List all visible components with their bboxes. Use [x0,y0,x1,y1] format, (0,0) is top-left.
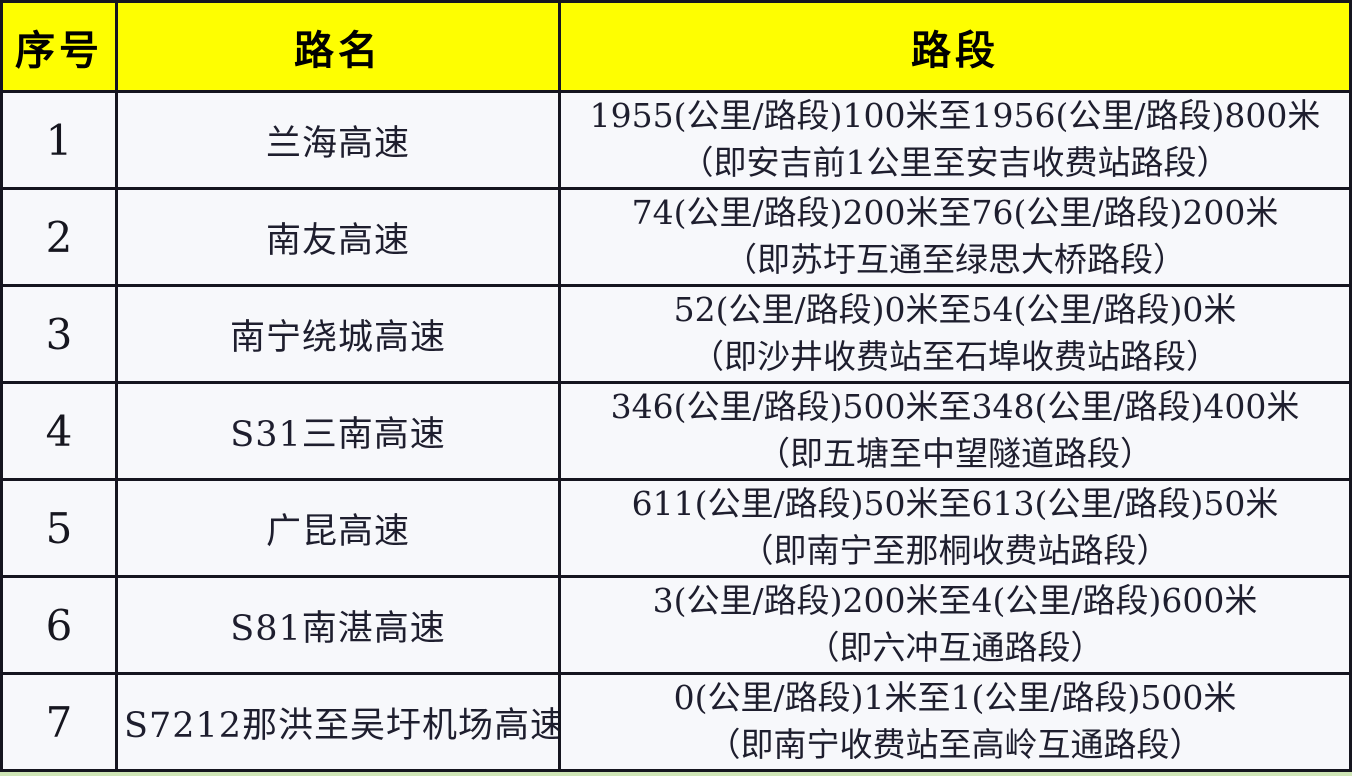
road-section-cell: 3(公里/路段)200米至4(公里/路段)600米 （即六冲互通路段） [558,575,1352,675]
section-range-text: 74(公里/路段)200米至76(公里/路段)200米 [631,193,1279,233]
table-row: 5 广昆高速 611(公里/路段)50米至613(公里/路段)50米 （即南宁至… [0,478,1352,578]
road-section-cell: 611(公里/路段)50米至613(公里/路段)50米 （即南宁至那桐收费站路段… [558,478,1352,578]
road-name-cell: 南友高速 [115,187,561,287]
table-row: 6 S81南湛高速 3(公里/路段)200米至4(公里/路段)600米 （即六冲… [0,575,1352,675]
section-description-text: （即南宁至那桐收费站路段） [740,531,1170,570]
section-description-text: （即苏圩互通至绿思大桥路段） [724,240,1186,279]
table-row: 2 南友高速 74(公里/路段)200米至76(公里/路段)200米 （即苏圩互… [0,187,1352,287]
table-row: 7 S7212那洪至吴圩机场高速 0(公里/路段)1米至1(公里/路段)500米… [0,672,1352,772]
row-number-cell: 7 [0,672,118,772]
row-number-cell: 5 [0,478,118,578]
section-range-text: 52(公里/路段)0米至54(公里/路段)0米 [673,290,1237,330]
header-road-name: 路名 [115,0,561,93]
row-number-cell: 3 [0,284,118,384]
road-name-cell: 兰海高速 [115,90,561,190]
section-description-text: （即六冲互通路段） [806,628,1104,667]
header-number: 序号 [0,0,118,93]
row-number-cell: 4 [0,381,118,481]
row-number-cell: 2 [0,187,118,287]
section-range-text: 1955(公里/路段)100米至1956(公里/路段)800米 [589,96,1321,136]
road-section-cell: 346(公里/路段)500米至348(公里/路段)400米 （即五塘至中望隧道路… [558,381,1352,481]
road-name-cell: S31三南高速 [115,381,561,481]
table-row: 1 兰海高速 1955(公里/路段)100米至1956(公里/路段)800米 （… [0,90,1352,190]
row-number-cell: 6 [0,575,118,675]
section-range-text: 0(公里/路段)1米至1(公里/路段)500米 [673,678,1237,718]
road-name-cell: 广昆高速 [115,478,561,578]
section-description-text: （即安吉前1公里至安吉收费站路段） [680,143,1230,182]
section-description-text: （即沙井收费站至石埠收费站路段） [691,337,1219,376]
road-section-cell: 1955(公里/路段)100米至1956(公里/路段)800米 （即安吉前1公里… [558,90,1352,190]
header-road-section: 路段 [558,0,1352,93]
section-range-text: 3(公里/路段)200米至4(公里/路段)600米 [652,581,1258,621]
table-row: 3 南宁绕城高速 52(公里/路段)0米至54(公里/路段)0米 （即沙井收费站… [0,284,1352,384]
road-name-cell: 南宁绕城高速 [115,284,561,384]
road-name-cell: S81南湛高速 [115,575,561,675]
section-range-text: 611(公里/路段)50米至613(公里/路段)50米 [631,484,1279,524]
road-section-cell: 74(公里/路段)200米至76(公里/路段)200米 （即苏圩互通至绿思大桥路… [558,187,1352,287]
row-number-cell: 1 [0,90,118,190]
road-section-cell: 0(公里/路段)1米至1(公里/路段)500米 （即南宁收费站至高岭互通路段） [558,672,1352,772]
table-row: 4 S31三南高速 346(公里/路段)500米至348(公里/路段)400米 … [0,381,1352,481]
section-range-text: 346(公里/路段)500米至348(公里/路段)400米 [610,387,1300,427]
section-description-text: （即南宁收费站至高岭互通路段） [707,725,1203,764]
road-section-cell: 52(公里/路段)0米至54(公里/路段)0米 （即沙井收费站至石埠收费站路段） [558,284,1352,384]
table-header-row: 序号 路名 路段 [0,0,1352,93]
road-name-cell: S7212那洪至吴圩机场高速 [115,672,561,772]
section-description-text: （即五塘至中望隧道路段） [757,434,1153,473]
